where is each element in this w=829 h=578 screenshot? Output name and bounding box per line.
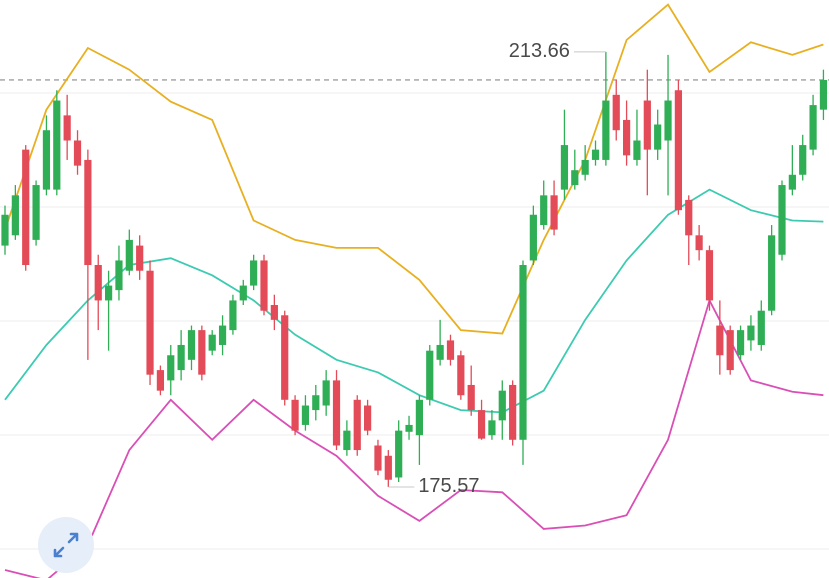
candle-body bbox=[73, 140, 82, 166]
candle-body bbox=[395, 430, 403, 478]
candle-body bbox=[301, 405, 310, 425]
candle-body bbox=[125, 239, 133, 271]
candle-body bbox=[726, 330, 734, 371]
candle-body bbox=[218, 325, 227, 345]
candle-body bbox=[571, 170, 579, 186]
candle-body bbox=[716, 325, 724, 356]
candle-body bbox=[705, 250, 714, 301]
candle-body bbox=[591, 149, 600, 160]
candle-body bbox=[84, 159, 92, 266]
candle-body bbox=[291, 399, 299, 431]
candle-body bbox=[426, 350, 434, 400]
candle-body bbox=[747, 325, 755, 341]
candle-body bbox=[446, 340, 455, 360]
candle-body bbox=[736, 330, 745, 356]
candle-body bbox=[819, 79, 828, 110]
candle-body bbox=[374, 445, 382, 471]
candle-body bbox=[488, 420, 496, 436]
candle-body bbox=[788, 174, 796, 190]
candle-body bbox=[332, 380, 341, 446]
candle-body bbox=[187, 330, 196, 360]
candle-body bbox=[799, 145, 807, 175]
band-line bbox=[4, 298, 824, 578]
candle-body bbox=[415, 399, 423, 436]
background-grid bbox=[0, 92, 829, 550]
candle-body bbox=[477, 410, 486, 439]
candle-body bbox=[581, 159, 589, 175]
plot: 213.66 175.57 bbox=[0, 3, 829, 578]
candle-body bbox=[105, 285, 113, 301]
candle-body bbox=[364, 405, 372, 431]
candle-body bbox=[498, 390, 506, 421]
candle-body bbox=[467, 384, 475, 411]
candle-body bbox=[32, 185, 40, 240]
candle-body bbox=[42, 130, 51, 190]
candle-body bbox=[177, 344, 185, 371]
candle-body bbox=[436, 344, 444, 360]
candle-body bbox=[540, 195, 548, 226]
candle-body bbox=[643, 100, 651, 150]
candle-body bbox=[343, 430, 351, 451]
candle-body bbox=[239, 285, 247, 301]
candle-body bbox=[633, 140, 641, 160]
candle-body bbox=[1, 214, 9, 246]
candle-body bbox=[11, 195, 19, 236]
candle-body bbox=[208, 334, 216, 351]
candle-body bbox=[94, 265, 102, 301]
candle-body bbox=[560, 145, 569, 190]
candle-body bbox=[623, 119, 631, 156]
candle-body bbox=[156, 370, 164, 391]
candle-body bbox=[281, 315, 289, 400]
candle-body bbox=[519, 265, 527, 440]
candle-body bbox=[53, 100, 61, 190]
candle-body bbox=[654, 124, 662, 150]
candle-body bbox=[529, 214, 537, 261]
candle-body bbox=[757, 310, 765, 345]
candle-body bbox=[353, 399, 361, 451]
candle-body bbox=[685, 199, 693, 236]
candle-body bbox=[809, 105, 817, 150]
candle-body bbox=[167, 355, 175, 381]
candle-body bbox=[136, 245, 144, 271]
candle-body bbox=[260, 260, 268, 311]
candle-body bbox=[550, 195, 558, 230]
candle-body bbox=[509, 384, 517, 440]
expand-icon bbox=[53, 532, 79, 558]
candle-body bbox=[768, 235, 776, 311]
candle-body bbox=[612, 94, 620, 131]
candle-body bbox=[229, 300, 237, 331]
band-line bbox=[4, 3, 824, 335]
candle-body bbox=[312, 395, 320, 411]
candle-body bbox=[198, 330, 206, 375]
expand-button-bg[interactable] bbox=[38, 517, 94, 573]
candle-body bbox=[270, 304, 278, 320]
candle-body bbox=[115, 260, 123, 291]
annotation-label: 213.66 bbox=[509, 40, 570, 62]
candle-body bbox=[63, 115, 71, 141]
candle-body bbox=[22, 149, 30, 266]
candle-body bbox=[384, 455, 392, 480]
band-line bbox=[4, 188, 824, 414]
candle-body bbox=[778, 185, 786, 255]
candle-body bbox=[146, 270, 154, 375]
candle-body bbox=[457, 355, 465, 396]
candle-body bbox=[674, 90, 682, 211]
candle-body bbox=[250, 260, 258, 286]
candle-body bbox=[664, 100, 672, 141]
candle-body bbox=[322, 380, 330, 406]
annotation-label: 175.57 bbox=[418, 475, 479, 497]
expand-button[interactable] bbox=[38, 517, 94, 573]
candle-body bbox=[602, 100, 610, 160]
candle-body bbox=[405, 424, 413, 432]
candle-body bbox=[695, 235, 703, 251]
